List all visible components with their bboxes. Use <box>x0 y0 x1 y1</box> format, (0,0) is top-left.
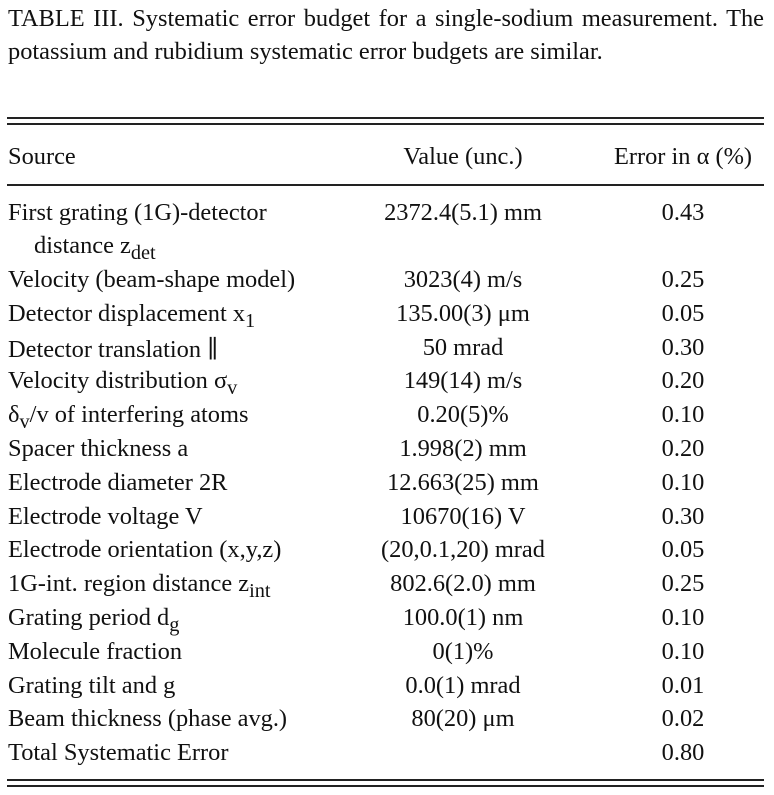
row-source: Grating period dg <box>8 604 180 636</box>
header-value: Value (unc.) <box>403 143 523 170</box>
row-error: 0.10 <box>661 401 705 428</box>
row-error: 0.10 <box>661 604 705 631</box>
row-value: 149(14) m/s <box>403 367 523 394</box>
row-value: 2372.4(5.1) mm <box>384 199 542 226</box>
row-error: 0.20 <box>661 367 705 394</box>
header-rule <box>7 184 764 186</box>
row-error: 0.30 <box>661 503 705 530</box>
row-source: Velocity distribution σv <box>8 367 238 399</box>
row-value: 100.0(1) nm <box>402 604 524 631</box>
row-error: 0.20 <box>661 435 705 462</box>
table-caption: TABLE III. Systematic error budget for a… <box>8 5 764 65</box>
row-source: Electrode orientation (x,y,z) <box>8 536 282 563</box>
row-error: 0.05 <box>661 536 705 563</box>
row-error: 0.10 <box>661 469 705 496</box>
row-value: 1.998(2) mm <box>399 435 527 462</box>
bottom-rule-2 <box>7 785 764 787</box>
row-value: 0(1)% <box>432 638 494 665</box>
row-error: 0.80 <box>661 739 705 766</box>
row-error: 0.05 <box>661 300 705 327</box>
row-source: First grating (1G)-detector <box>8 199 267 226</box>
row-value: 3023(4) m/s <box>403 266 523 293</box>
row-error: 0.43 <box>661 199 705 226</box>
row-source: Detector displacement x1 <box>8 300 256 332</box>
row-source: Molecule fraction <box>8 638 183 665</box>
row-source: Electrode voltage V <box>8 503 203 530</box>
row-source-line2: distance zdet <box>34 232 156 264</box>
row-source: Beam thickness (phase avg.) <box>8 705 288 732</box>
row-value: 12.663(25) mm <box>387 469 539 496</box>
row-source: δv/v of interfering atoms <box>8 401 249 433</box>
row-value: 0.20(5)% <box>417 401 509 428</box>
row-error: 0.10 <box>661 638 705 665</box>
row-value: 50 mrad <box>422 334 504 361</box>
row-value: 135.00(3) μm <box>396 300 530 327</box>
row-value: (20,0.1,20) mrad <box>381 536 545 563</box>
header-source: Source <box>8 143 76 170</box>
bottom-rule-1 <box>7 779 764 781</box>
header-error: Error in α (%) <box>613 143 753 170</box>
row-error: 0.25 <box>661 266 705 293</box>
row-source: Total Systematic Error <box>8 739 229 766</box>
row-source: Velocity (beam-shape model) <box>8 266 296 293</box>
row-source: Spacer thickness a <box>8 435 189 462</box>
row-error: 0.25 <box>661 570 705 597</box>
row-source: Electrode diameter 2R <box>8 469 228 496</box>
row-value: 0.0(1) mrad <box>405 672 521 699</box>
row-error: 0.02 <box>661 705 705 732</box>
row-error: 0.01 <box>661 672 705 699</box>
row-error: 0.30 <box>661 334 705 361</box>
row-value: 802.6(2.0) mm <box>390 570 536 597</box>
row-source: Detector translation ∥ <box>8 336 219 363</box>
top-rule-2 <box>7 123 764 125</box>
row-source: 1G-int. region distance zint <box>8 570 271 602</box>
top-rule-1 <box>7 117 764 119</box>
row-value: 80(20) μm <box>411 705 515 732</box>
row-source: Grating tilt and g <box>8 672 176 699</box>
row-value: 10670(16) V <box>400 503 526 530</box>
